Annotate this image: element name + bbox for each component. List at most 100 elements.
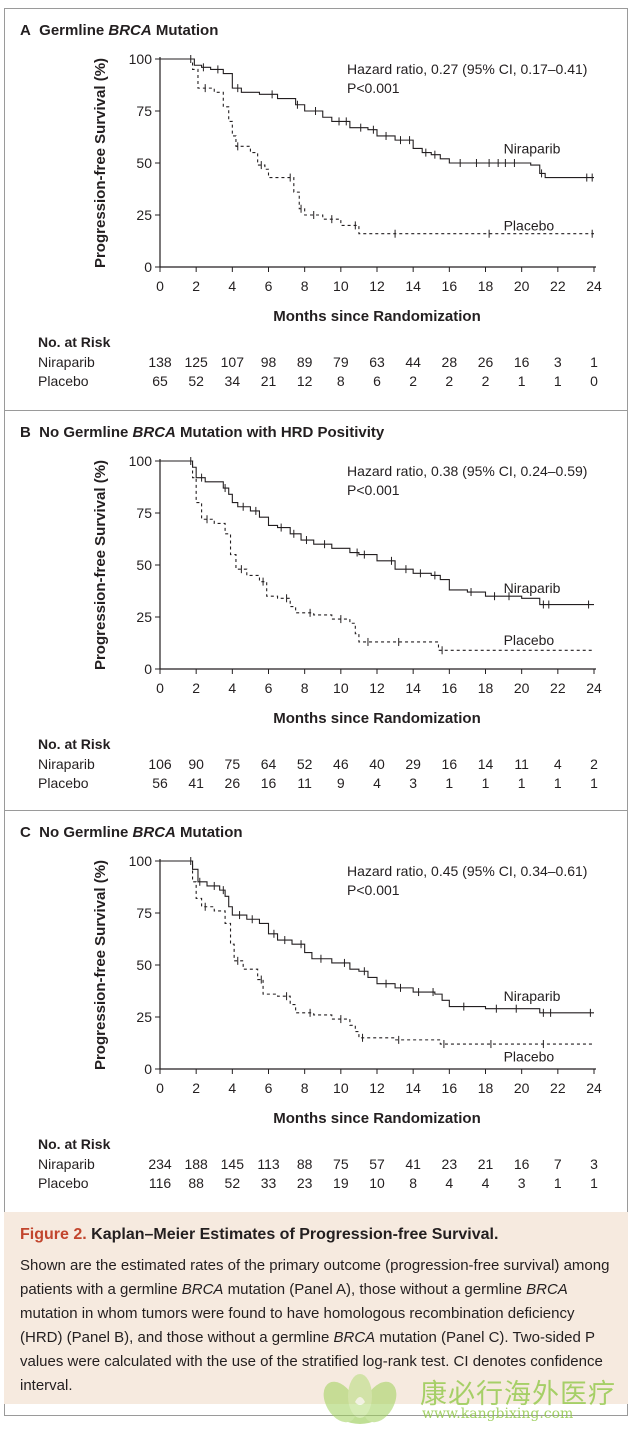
- watermark-url: www.kangbixing.com: [422, 1406, 574, 1422]
- x-tick-label: 2: [192, 278, 200, 294]
- risk-row-label: Niraparib: [38, 354, 95, 370]
- risk-table: No. at Risk Niraparib 234 188 145 113 88 75 57 41…: [4, 1136, 628, 1206]
- risk-count: 40: [369, 756, 385, 772]
- y-tick-label: 25: [136, 609, 152, 625]
- x-tick-label: 6: [265, 278, 273, 294]
- risk-count: 107: [220, 354, 244, 370]
- risk-count: 11: [297, 775, 312, 791]
- x-tick-label: 2: [192, 680, 200, 696]
- panel-title-gene: BRCA: [108, 22, 152, 39]
- figure-label: Figure 2.: [20, 1226, 87, 1243]
- panel-title-text: No Germline: [39, 824, 133, 841]
- caption-body: Shown are the estimated rates of the pri…: [20, 1257, 610, 1394]
- y-tick-label: 0: [144, 259, 152, 275]
- risk-count: 64: [260, 756, 277, 772]
- risk-count: 21: [260, 373, 277, 389]
- risk-count: 52: [188, 373, 204, 389]
- risk-count: 88: [188, 1175, 204, 1191]
- x-tick-label: 10: [333, 680, 349, 696]
- risk-count: 113: [257, 1156, 280, 1172]
- risk-count: 52: [224, 1175, 241, 1191]
- risk-count: 57: [369, 1156, 385, 1172]
- x-tick-label: 24: [586, 278, 602, 294]
- risk-count: 3: [409, 775, 418, 791]
- risk-count: 4: [373, 775, 381, 791]
- risk-count: 2: [481, 373, 490, 389]
- x-tick-label: 4: [228, 278, 236, 294]
- risk-count: 1: [553, 1175, 562, 1191]
- risk-count: 4: [445, 1175, 454, 1191]
- y-tick-label: 50: [136, 557, 152, 573]
- figure-title: Kaplan–Meier Estimates of Progression-fr…: [91, 1226, 499, 1243]
- y-tick-label: 100: [129, 51, 153, 67]
- x-tick-label: 12: [369, 1080, 385, 1096]
- risk-row-label: Niraparib: [38, 1156, 95, 1172]
- p-value: P<0.001: [347, 80, 400, 96]
- risk-count: 9: [336, 775, 345, 791]
- risk-count: 16: [441, 756, 458, 772]
- x-tick-label: 10: [333, 1080, 349, 1096]
- panel-letter: C: [20, 824, 40, 841]
- panel-a: A Germline BRCA Mutation 0 25 50 75 100 0 2 4 6 8 1…: [4, 8, 628, 408]
- risk-count: 88: [296, 1156, 313, 1172]
- x-tick-label: 0: [156, 680, 164, 696]
- series-label-niraparib: Niraparib: [504, 140, 561, 156]
- x-tick-label: 16: [442, 1080, 458, 1096]
- risk-count: 7: [553, 1156, 562, 1172]
- y-tick-label: 50: [136, 957, 152, 973]
- panel-letter: A: [20, 22, 40, 39]
- y-axis-title: Progression-free Survival (%): [92, 460, 109, 670]
- x-tick-label: 16: [442, 680, 458, 696]
- y-tick-label: 100: [129, 453, 153, 469]
- risk-count: 234: [148, 1156, 172, 1172]
- risk-count: 145: [220, 1156, 244, 1172]
- x-tick-label: 4: [228, 1080, 236, 1096]
- risk-count: 26: [224, 775, 241, 791]
- panel-title-text: Germline: [39, 22, 109, 39]
- x-tick-label: 0: [156, 278, 164, 294]
- x-tick-label: 0: [156, 1080, 164, 1096]
- panel-title-gene: BRCA: [132, 824, 176, 841]
- risk-count: 125: [184, 354, 208, 370]
- y-tick-label: 0: [144, 661, 152, 677]
- risk-count: 63: [369, 354, 385, 370]
- risk-count: 1: [590, 1175, 598, 1191]
- x-tick-label: 10: [333, 278, 349, 294]
- hazard-ratio: Hazard ratio, 0.38 (95% CI, 0.24–0.59): [347, 463, 587, 479]
- risk-count: 16: [513, 1156, 530, 1172]
- risk-count: 44: [405, 354, 421, 370]
- x-tick-label: 12: [369, 680, 385, 696]
- x-tick-label: 18: [478, 680, 494, 696]
- caption-title: Figure 2. Kaplan–Meier Estimates of Prog…: [20, 1226, 614, 1244]
- risk-count: 1: [517, 373, 526, 389]
- risk-count: 1: [445, 775, 454, 791]
- x-tick-label: 18: [478, 1080, 494, 1096]
- risk-count: 29: [405, 756, 421, 772]
- risk-count: 188: [184, 1156, 208, 1172]
- x-tick-label: 16: [442, 278, 458, 294]
- y-axis-title: Progression-free Survival (%): [92, 58, 109, 268]
- risk-count: 21: [477, 1156, 494, 1172]
- panel-title: B No Germline BRCA Mutation with HRD Pos…: [20, 424, 384, 441]
- risk-count: 1: [517, 775, 526, 791]
- x-tick-label: 12: [369, 278, 385, 294]
- risk-count: 1: [553, 373, 562, 389]
- x-tick-label: 8: [301, 1080, 309, 1096]
- risk-row-label: Placebo: [38, 1175, 89, 1191]
- risk-row-label: Placebo: [38, 775, 89, 791]
- panel-title-gene: BRCA: [132, 424, 176, 441]
- risk-table: No. at Risk Niraparib 138 125 107 98 89 79 63 44 2…: [4, 334, 628, 404]
- watermark: 康必行海外医疗 www.kangbixing.com: [300, 1372, 630, 1428]
- series-label-niraparib: Niraparib: [504, 988, 561, 1004]
- risk-count: 34: [224, 373, 241, 389]
- km-curve-placebo: [160, 460, 594, 651]
- risk-count: 90: [188, 756, 204, 772]
- risk-count: 1: [553, 775, 562, 791]
- series-label-niraparib: Niraparib: [504, 580, 561, 596]
- km-curve-niraparib: [160, 460, 594, 606]
- y-tick-label: 75: [136, 505, 152, 521]
- p-value: P<0.001: [347, 482, 400, 498]
- y-tick-label: 100: [129, 853, 153, 869]
